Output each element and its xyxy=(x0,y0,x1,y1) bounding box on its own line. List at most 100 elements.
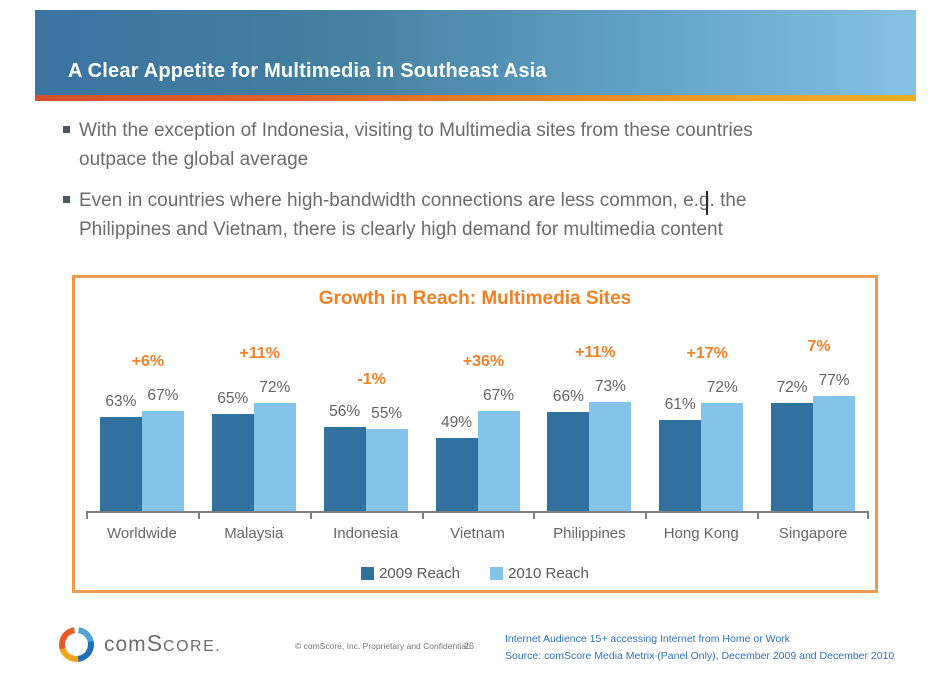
value-label: 72% xyxy=(776,379,808,396)
category-label: Philippines xyxy=(553,525,626,542)
bullet-text: With the exception of Indonesia, visitin… xyxy=(79,116,753,174)
value-label: 66% xyxy=(552,388,584,405)
header-band: A Clear Appetite for Multimedia in South… xyxy=(35,10,916,95)
axis-tick xyxy=(533,513,536,519)
bar-2009-reach xyxy=(659,419,702,511)
bar-2010-reach xyxy=(365,428,408,511)
growth-label: +6% xyxy=(131,352,165,370)
bar-group: +17% 61% 72% xyxy=(645,328,757,511)
bar-slot: 72% xyxy=(253,328,296,511)
value-label: 61% xyxy=(664,395,696,413)
bar-slot: 67% xyxy=(141,328,184,511)
chart-title: Growth in Reach: Multimedia Sites xyxy=(318,288,632,309)
growth-label: +11% xyxy=(575,343,616,361)
value-label: 77% xyxy=(818,371,850,389)
page-number: 26 xyxy=(464,641,475,651)
axis-tick xyxy=(86,513,88,519)
bar-group: +36% 49% 67% xyxy=(422,328,534,511)
value-label: 67% xyxy=(147,386,179,404)
axis-tick xyxy=(757,513,760,519)
bar-group: +11% 65% 72% xyxy=(198,328,310,511)
growth-label: 7% xyxy=(807,337,831,355)
logo-segment: . xyxy=(215,638,220,655)
bar-slot: 63% xyxy=(99,328,142,511)
axis-tick xyxy=(309,513,312,519)
bar-slot: 72% xyxy=(701,328,744,511)
value-label: 72% xyxy=(706,379,738,396)
bar-2010-reach xyxy=(701,403,744,511)
bar-slot: 56% xyxy=(323,328,366,511)
bullet-icon xyxy=(63,196,70,203)
bar-2009-reach xyxy=(435,437,478,511)
text-cursor[interactable] xyxy=(706,191,708,215)
chart-groups: +6% 63% 67% +11% 65% 72% -1% 56% 55% +36% 49% 67% +1… xyxy=(86,328,869,511)
value-label: 67% xyxy=(482,386,515,404)
bar-slot: 55% xyxy=(365,328,408,511)
bullet-line: outpace the global average xyxy=(79,149,309,170)
growth-label: +17% xyxy=(686,345,728,362)
source-note-line1: Internet Audience 15+ accessing Internet… xyxy=(505,633,790,645)
value-label: 49% xyxy=(440,413,473,431)
growth-label: +11% xyxy=(239,345,281,362)
bar-2009-reach xyxy=(547,412,590,511)
growth-label: -1% xyxy=(357,370,386,388)
bar-2010-reach xyxy=(141,410,184,511)
category-label: Singapore xyxy=(778,525,848,542)
category-label: Indonesia xyxy=(333,525,399,542)
bullet-line: With the exception of Indonesia, visitin… xyxy=(79,120,753,141)
bar-slot: 73% xyxy=(589,328,632,511)
chart-panel: Growth in Reach: Multimedia Sites +6% 63%… xyxy=(72,275,878,593)
bar-2010-reach xyxy=(813,395,856,511)
bar-group: 7% 72% 77% xyxy=(757,328,869,511)
bar-slot: 72% xyxy=(771,328,814,511)
value-label: 63% xyxy=(105,392,137,410)
bullet-line: Even in countries where high-bandwidth c… xyxy=(79,190,747,211)
bar-2009-reach xyxy=(323,427,366,511)
bullet-line: Philippines and Vietnam, there is clearl… xyxy=(79,219,723,240)
x-axis-labels: Worldwide Malaysia Indonesia Vietnam Philipp… xyxy=(86,525,869,542)
bar-group: +6% 63% 67% xyxy=(86,328,198,511)
bullet-text: Even in countries where high-bandwidth c… xyxy=(79,186,747,244)
legend-swatch-2010-reach xyxy=(490,567,503,580)
value-label: 55% xyxy=(371,404,403,422)
x-axis-line xyxy=(86,511,869,519)
value-label: 56% xyxy=(329,403,361,420)
header-accent-rule xyxy=(35,95,916,101)
bar-2010-reach xyxy=(589,401,632,511)
legend-label: 2009 Reach xyxy=(379,565,460,582)
bullet-item: With the exception of Indonesia, visitin… xyxy=(63,116,753,174)
bar-slot: 67% xyxy=(477,328,520,511)
category-label: Vietnam xyxy=(450,525,505,542)
axis-tick xyxy=(421,513,424,519)
legend-swatch-2009-reach xyxy=(361,567,375,580)
bar-2009-reach xyxy=(99,416,142,511)
copyright-text: © comScore, Inc. Proprietary and Confide… xyxy=(295,641,471,651)
logo-segment: CORE xyxy=(163,638,216,655)
axis-tick xyxy=(645,513,648,519)
category-label: Malaysia xyxy=(224,525,284,542)
logo-segment: com xyxy=(104,633,147,656)
bar-group: +11% 66% 73% xyxy=(533,328,645,511)
bar-2009-reach xyxy=(211,413,254,511)
bar-slot: 66% xyxy=(547,328,590,511)
bar-group: -1% 56% 55% xyxy=(310,328,422,511)
bar-2010-reach xyxy=(253,403,296,511)
comscore-logo-text: comSCORE. xyxy=(104,630,220,657)
bar-slot: 65% xyxy=(211,328,254,511)
growth-label: +36% xyxy=(462,352,505,370)
legend-item: 2010 Reach xyxy=(490,565,589,582)
bar-slot: 77% xyxy=(813,328,856,511)
source-note: Internet Audience 15+ accessing Internet… xyxy=(505,631,894,664)
value-label: 65% xyxy=(217,389,249,407)
source-note-line2: Source: comScore Media Metrix (Panel Onl… xyxy=(505,649,895,662)
bar-2009-reach xyxy=(771,403,814,511)
category-label: Hong Kong xyxy=(663,525,739,542)
slide-title: A Clear Appetite for Multimedia in South… xyxy=(68,60,547,82)
value-label: 72% xyxy=(259,379,291,396)
bar-slot: 49% xyxy=(435,328,478,511)
chart-legend: 2009 Reach 2010 Reach xyxy=(75,565,875,582)
bar-slot: 61% xyxy=(659,328,702,511)
value-label: 73% xyxy=(594,377,626,395)
bullet-item: Even in countries where high-bandwidth c… xyxy=(63,186,747,244)
